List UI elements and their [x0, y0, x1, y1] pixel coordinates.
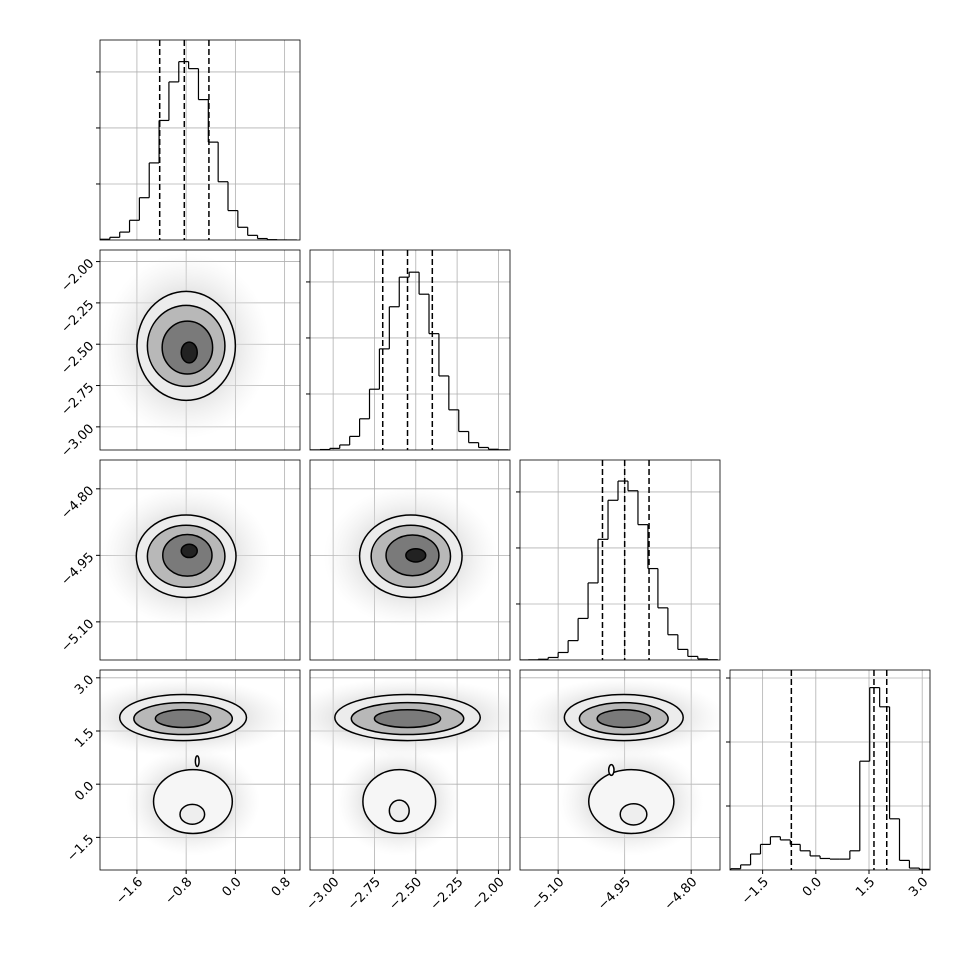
y-tick-label: −2.50: [59, 339, 98, 378]
x-tick-label: −2.75: [345, 875, 384, 914]
y-tick-label: −2.00: [59, 256, 98, 295]
y-tick-label: −2.25: [59, 298, 98, 337]
x-tick-label: 0.0: [219, 875, 244, 900]
x-tick-label: −1.6: [113, 875, 146, 908]
hist-panel: [520, 460, 720, 660]
pair-panel: [310, 460, 510, 660]
panel-frame: [309, 459, 511, 661]
panel-frame: [99, 459, 301, 661]
y-tick-label: 1.5: [72, 726, 97, 751]
hist-panel: [730, 670, 930, 870]
pair-panel: [310, 670, 510, 870]
panel-frame: [309, 669, 511, 871]
x-tick-label: −2.25: [428, 875, 467, 914]
pair-panel: [100, 670, 300, 870]
contour: [154, 708, 212, 729]
x-tick-label: 0.8: [269, 875, 294, 900]
y-tick-label: 0.0: [72, 779, 97, 804]
contour: [194, 755, 200, 768]
hist-panel: [310, 250, 510, 450]
contour: [587, 768, 675, 835]
y-tick-label: 3.0: [72, 672, 97, 697]
x-tick-label: −4.95: [595, 875, 634, 914]
x-tick-label: 1.5: [853, 875, 878, 900]
x-tick-label: −1.5: [739, 875, 772, 908]
y-tick-label: −2.75: [59, 380, 98, 419]
contour: [405, 547, 427, 563]
x-tick-label: −2.50: [386, 875, 425, 914]
contour: [388, 799, 410, 823]
x-tick-label: 0.0: [800, 875, 825, 900]
y-tick-label: −4.95: [59, 550, 98, 589]
y-tick-label: −4.80: [59, 484, 98, 523]
panel-frame: [99, 39, 301, 241]
contour: [373, 708, 442, 729]
x-tick-label: −3.00: [304, 875, 343, 914]
contour: [180, 543, 198, 559]
x-tick-label: −0.8: [163, 875, 196, 908]
y-tick-label: −3.00: [59, 422, 98, 461]
x-tick-label: −5.10: [529, 875, 568, 914]
contour: [619, 802, 648, 826]
pair-panel: [100, 460, 300, 660]
panel-frame: [729, 669, 931, 871]
y-tick-label: −5.10: [59, 617, 98, 656]
panel-frame: [309, 249, 511, 451]
panel-frame: [99, 249, 301, 451]
contour: [596, 708, 652, 729]
pair-panel: [520, 670, 720, 870]
contour: [179, 803, 206, 826]
panel-frame: [99, 669, 301, 871]
x-tick-label: −4.80: [662, 875, 701, 914]
x-tick-label: −2.00: [469, 875, 508, 914]
pair-panel: [100, 250, 300, 450]
panel-frame: [519, 669, 721, 871]
contour: [180, 341, 198, 364]
contour: [152, 768, 234, 835]
x-tick-label: 3.0: [906, 875, 931, 900]
hist-panel: [100, 40, 300, 240]
contour: [607, 763, 615, 777]
panel-frame: [519, 459, 721, 661]
y-tick-label: −1.5: [64, 832, 97, 865]
